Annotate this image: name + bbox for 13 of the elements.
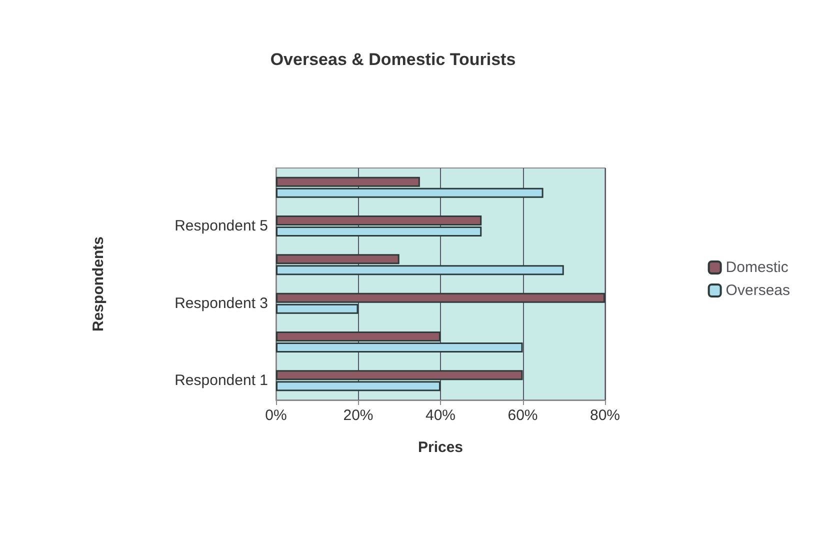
x-axis-title: Prices (418, 439, 464, 456)
y-axis-title: Respondents (90, 236, 107, 332)
legend-label: Domestic (726, 259, 789, 276)
x-tick-label: 60% (508, 407, 538, 424)
x-tick-label: 80% (590, 407, 620, 424)
y-tick-label: Respondent 1 (174, 372, 268, 390)
y-tick-label: Respondent 3 (174, 294, 268, 312)
y-tick-label: Respondent 5 (174, 218, 268, 234)
x-tick-label: 20% (343, 407, 374, 424)
x-tick-label: 0% (265, 407, 287, 424)
x-tick-label: 40% (425, 407, 456, 424)
chart-title: Overseas & Domestic Tourists (270, 50, 516, 69)
legend-label: Overseas (726, 282, 790, 299)
